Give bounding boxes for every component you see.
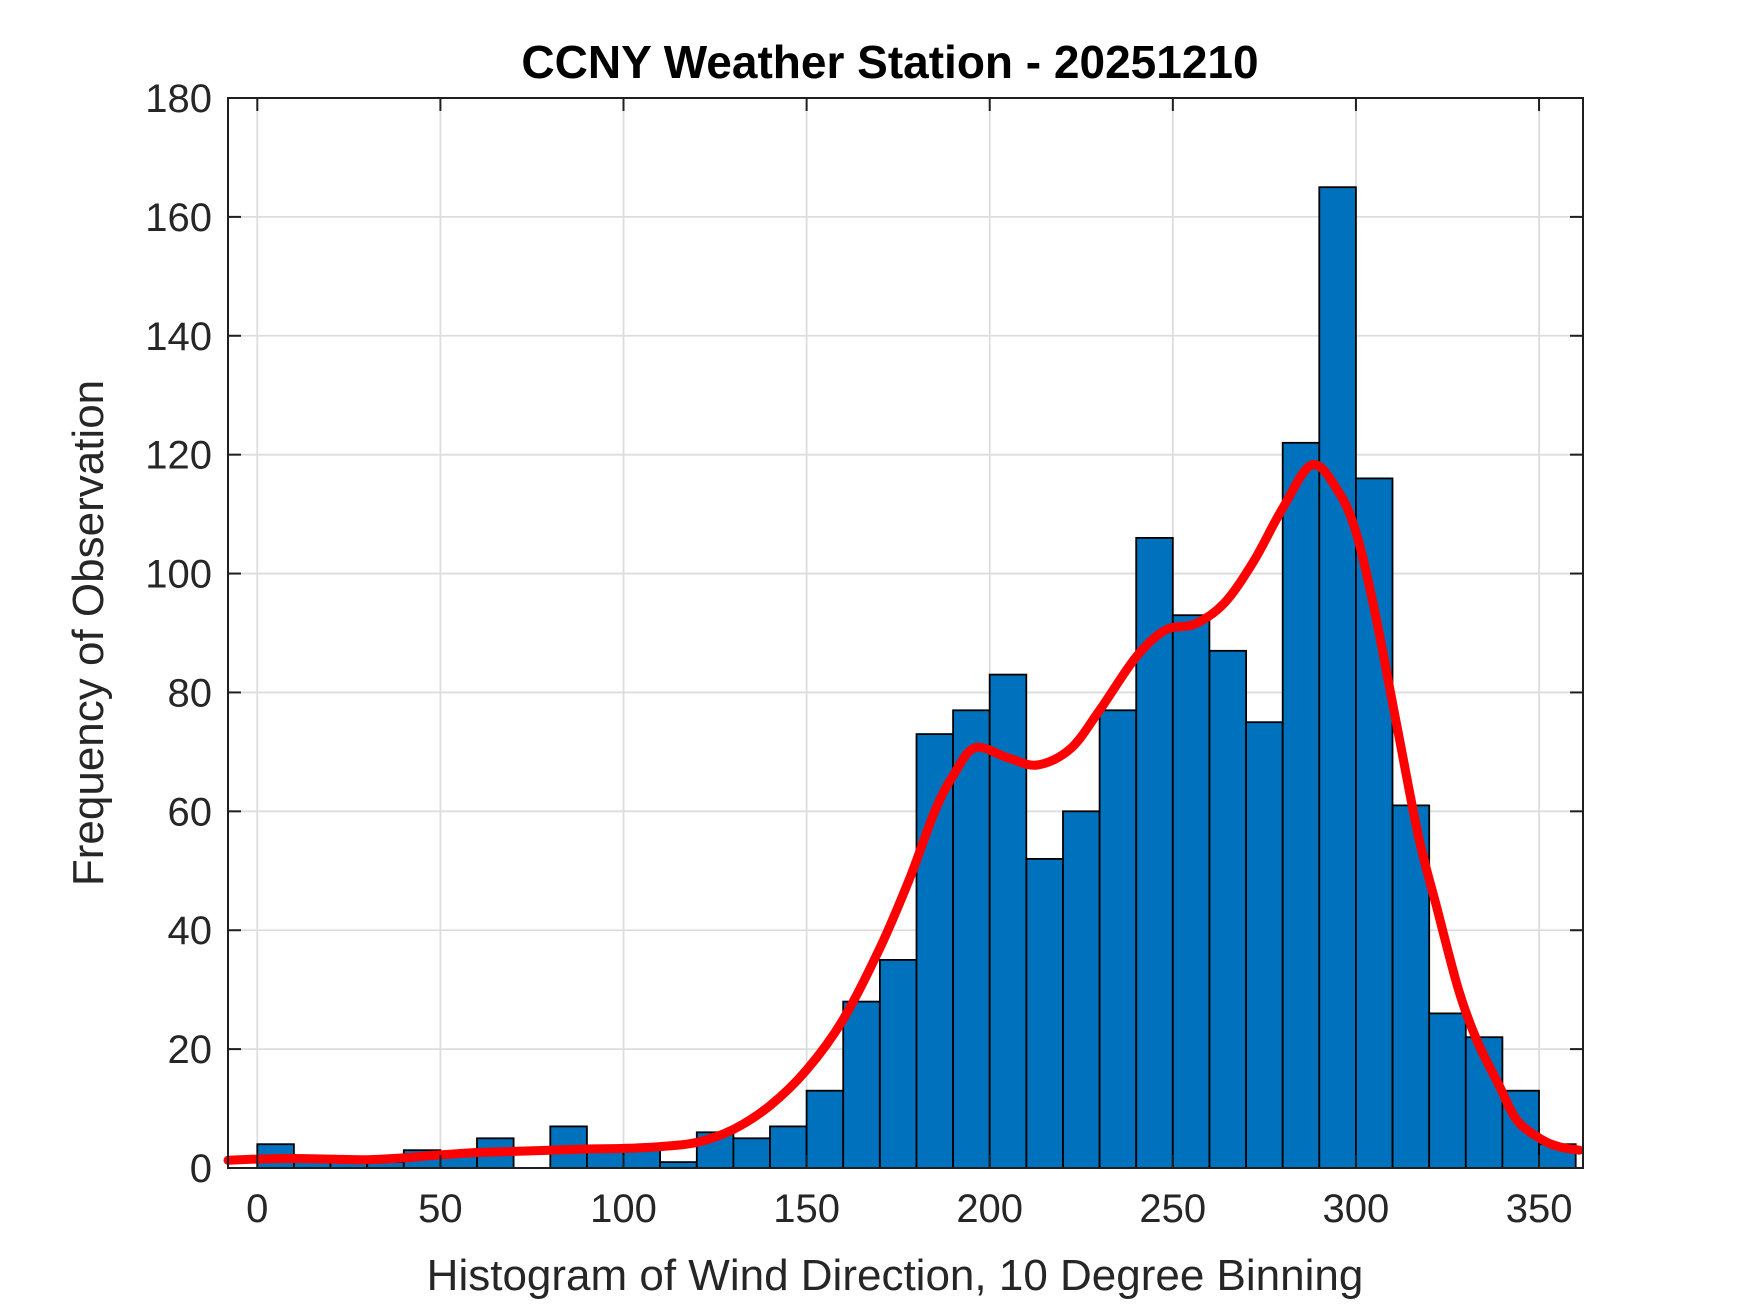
y-axis-label: Frequency of Observation — [64, 380, 113, 886]
y-tick-labels: 0 20 40 60 80 100 120 140 160 180 — [145, 77, 212, 1191]
y-tick-label: 100 — [145, 553, 212, 597]
x-tick-label: 200 — [956, 1187, 1023, 1231]
y-tick-label: 160 — [145, 196, 212, 240]
histogram-bar — [1318, 186, 1357, 1169]
y-tick-label: 20 — [168, 1028, 213, 1072]
y-tick-label: 40 — [168, 909, 213, 953]
x-tick-labels: 0 50 100 150 200 250 300 350 — [246, 1187, 1572, 1231]
histogram-bar — [842, 1000, 881, 1169]
histogram-bar — [1098, 709, 1138, 1169]
histogram-bar — [1208, 649, 1247, 1169]
x-tick-label: 0 — [246, 1187, 268, 1231]
histogram-bars — [256, 186, 1577, 1169]
y-tick-label: 180 — [145, 77, 212, 121]
histogram-bar — [805, 1089, 845, 1169]
histogram-bar — [769, 1125, 808, 1169]
histogram-bar — [1171, 614, 1211, 1169]
y-tick-label: 60 — [168, 790, 213, 834]
x-tick-label: 100 — [590, 1187, 657, 1231]
x-tick-label: 300 — [1323, 1187, 1390, 1231]
chart-title: CCNY Weather Station - 20251210 — [521, 36, 1258, 88]
y-tick-label: 80 — [168, 671, 213, 715]
y-tick-label: 120 — [145, 434, 212, 478]
histogram-bar — [1062, 810, 1101, 1169]
axis-tick-marks — [228, 97, 1583, 1169]
histogram-bar — [1025, 858, 1064, 1169]
histogram-bar — [622, 1149, 661, 1169]
histogram-bar — [879, 959, 918, 1169]
x-tick-label: 350 — [1506, 1187, 1573, 1231]
histogram-bar — [1281, 441, 1321, 1169]
x-tick-label: 150 — [773, 1187, 840, 1231]
x-axis-label: Histogram of Wind Direction, 10 Degree B… — [427, 1251, 1364, 1300]
y-tick-label: 140 — [145, 315, 212, 359]
histogram-bar — [952, 709, 991, 1169]
density-curve — [223, 460, 1584, 1165]
histogram-bar — [1245, 721, 1284, 1169]
histogram-bar — [1428, 1012, 1467, 1169]
y-tick-label: 0 — [190, 1147, 212, 1191]
histogram-bar — [1355, 477, 1394, 1169]
x-tick-label: 250 — [1139, 1187, 1206, 1231]
x-tick-label: 50 — [418, 1187, 463, 1231]
histogram-bar — [732, 1137, 771, 1169]
histogram-bar — [915, 733, 954, 1169]
plot-frame — [227, 97, 1584, 1169]
